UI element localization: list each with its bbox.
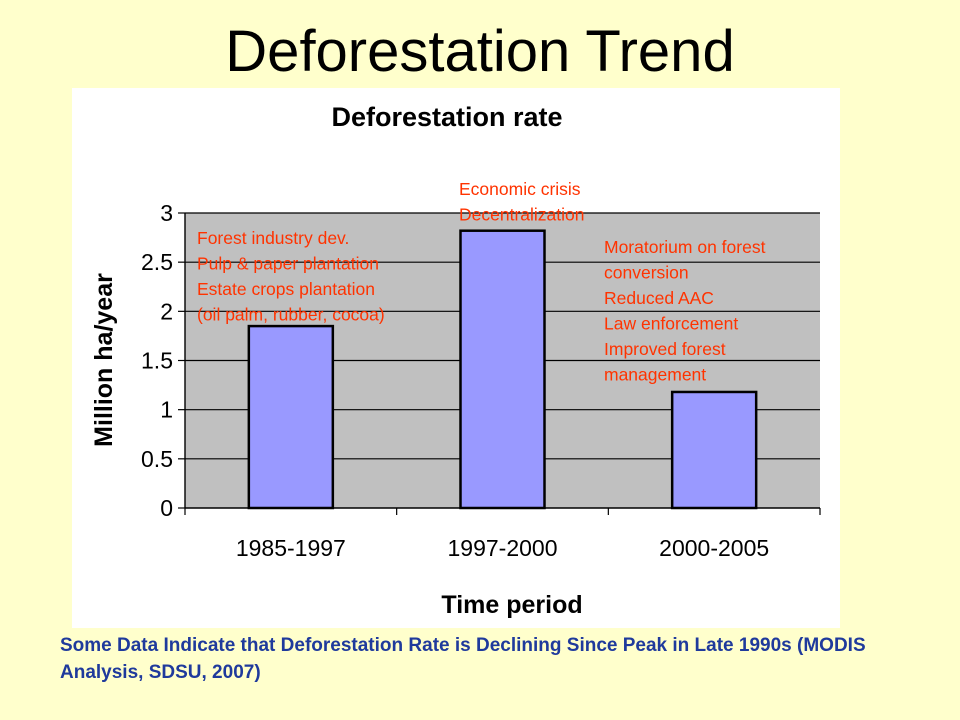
annotation-line: Decentralization: [459, 205, 584, 225]
annotation-line: management: [604, 365, 706, 385]
x-tick-label: 2000-2005: [659, 535, 769, 561]
annotation-line: (oil palm, rubber, cocoa): [197, 305, 385, 325]
bar-1997-2000: [459, 229, 546, 510]
y-tick-label: 2: [160, 298, 173, 324]
y-tick-label: 2.5: [141, 249, 173, 275]
bar-1985-1997: [247, 324, 335, 510]
chart-panel: Deforestation rate 0 0.5 1 1.5 2 2.5 3 1985-1997…: [72, 88, 840, 628]
annotation-line: Economic crisis: [459, 179, 581, 199]
annotation-line: Pulp & paper plantation: [197, 254, 379, 274]
y-tick-label: 0.5: [141, 446, 173, 472]
slide-title: Deforestation Trend: [225, 19, 735, 84]
annotation-line: Improved forest: [604, 339, 726, 359]
slide-caption: Some Data Indicate that Deforestation Ra…: [60, 635, 866, 683]
y-tick-label: 3: [160, 200, 173, 226]
annotation-line: Forest industry dev.: [197, 228, 349, 248]
chart-title: Deforestation rate: [331, 102, 562, 132]
bar-2000-2005: [670, 390, 758, 510]
y-tick-label: 1: [160, 397, 173, 423]
y-tick-label: 0: [160, 495, 173, 521]
annotation-line: Estate crops plantation: [197, 279, 375, 299]
y-axis-label: Million ha/year: [90, 273, 118, 447]
annotation-line: Law enforcement: [604, 314, 738, 334]
x-tick-label: 1985-1997: [236, 535, 346, 561]
bar-chart: Deforestation rate 0 0.5 1 1.5 2 2.5 3 1985-1997…: [90, 102, 821, 619]
x-tick-label: 1997-2000: [448, 535, 558, 561]
x-axis-label: Time period: [441, 591, 582, 619]
annotation-line: conversion: [604, 263, 689, 283]
y-tick-label: 1.5: [141, 348, 173, 374]
annotation-line: Moratorium on forest: [604, 237, 766, 257]
annotation-line: Reduced AAC: [604, 288, 714, 308]
